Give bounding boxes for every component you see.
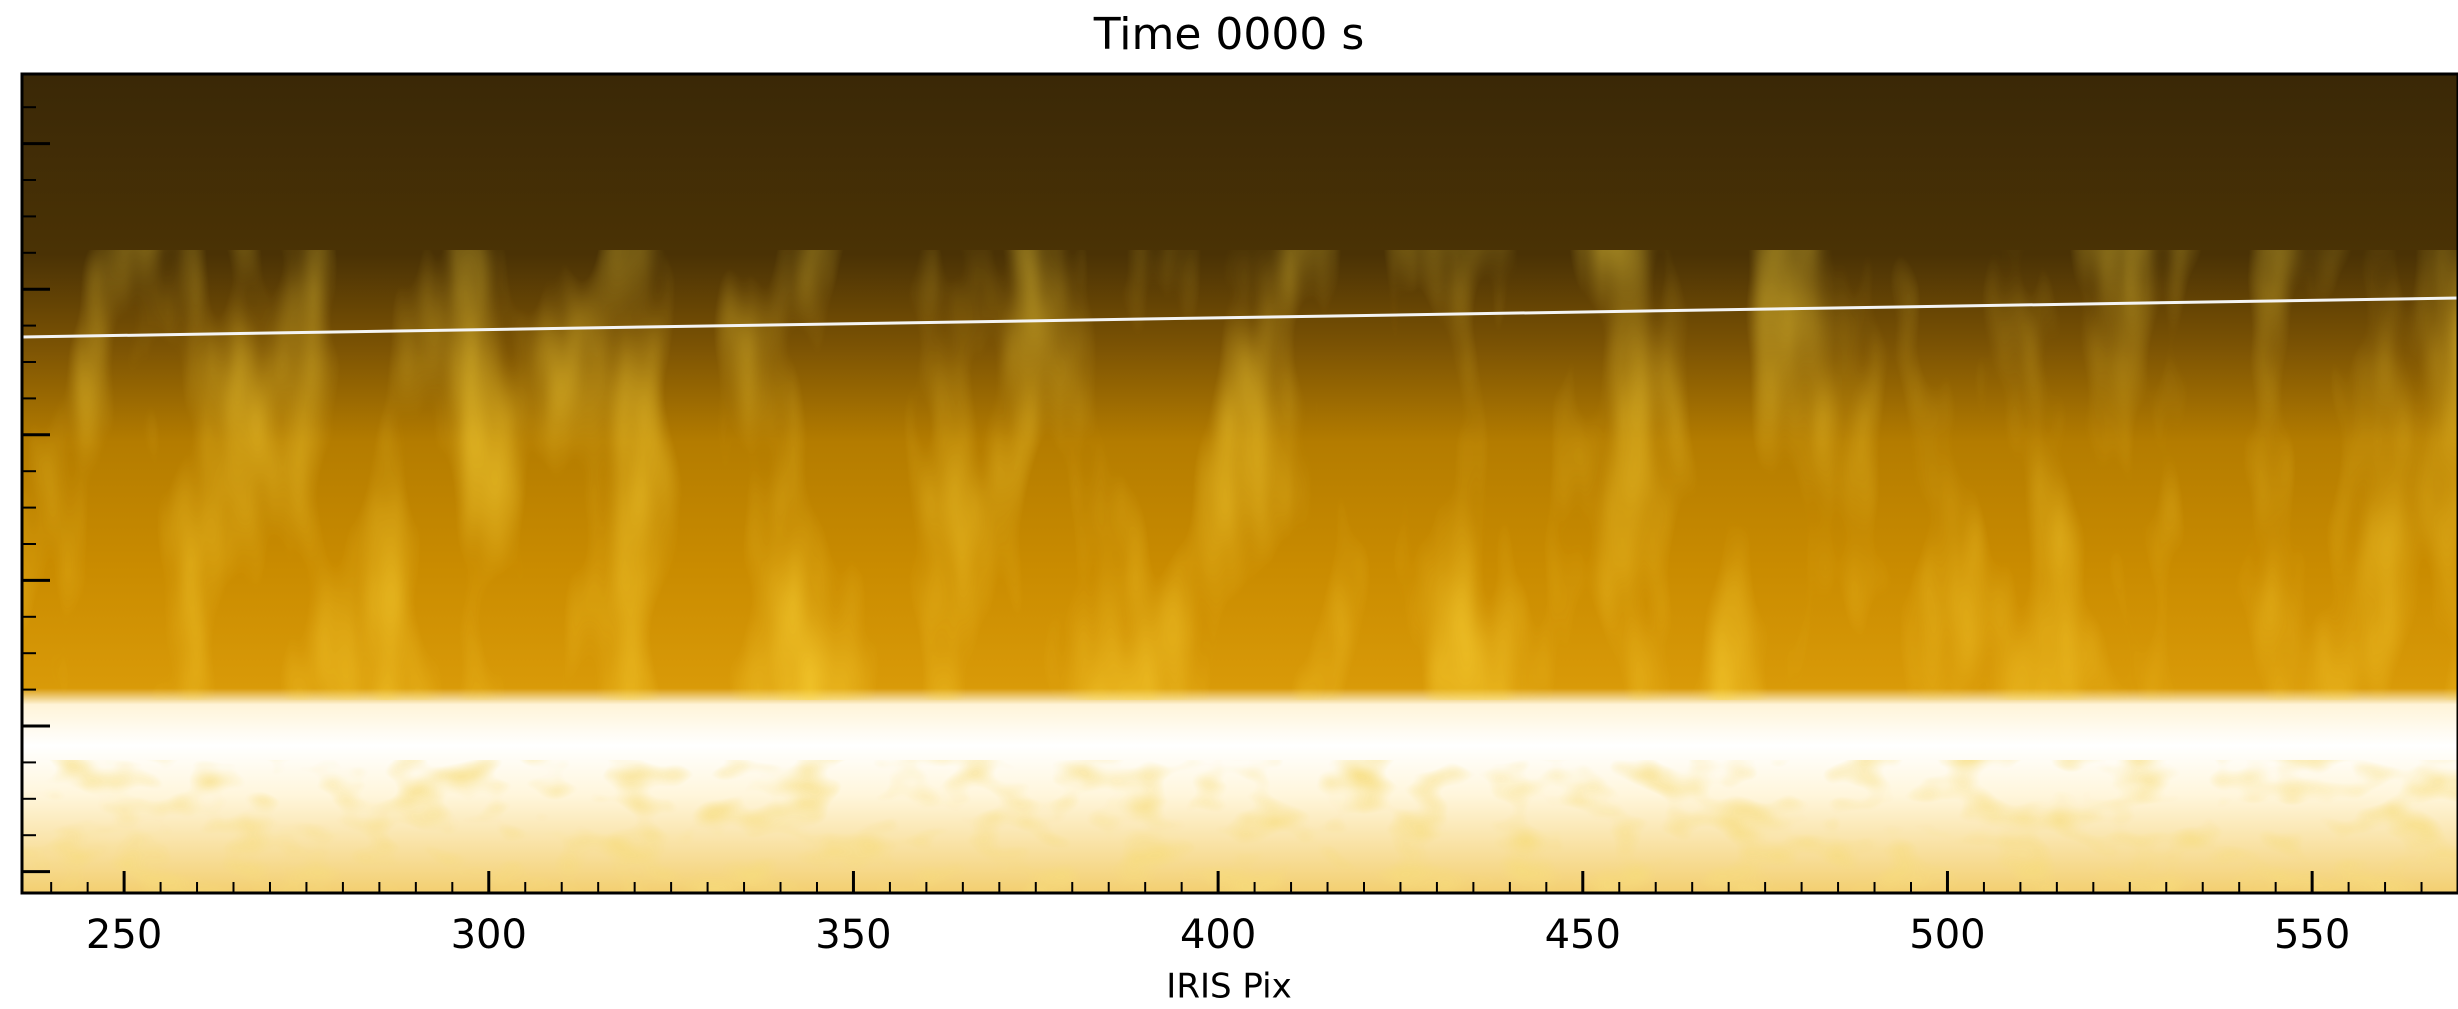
solar-image (22, 74, 2458, 893)
slit-line (22, 296, 2458, 339)
plot-frame (20, 72, 2458, 895)
x-tick-label: 550 (2274, 912, 2350, 958)
x-tick-label: 450 (1545, 912, 1621, 958)
granule-texture (22, 760, 2458, 893)
spicule-texture (22, 250, 2458, 700)
x-tick-label: 300 (451, 912, 527, 958)
x-axis-label: IRIS Pix (1166, 967, 1291, 1007)
x-tick-label: 500 (1909, 912, 1985, 958)
x-tick-label: 350 (815, 912, 891, 958)
chart-title: Time 0000 s (1093, 9, 1365, 60)
x-tick-label: 250 (86, 912, 162, 958)
x-tick-label: 400 (1180, 912, 1256, 958)
